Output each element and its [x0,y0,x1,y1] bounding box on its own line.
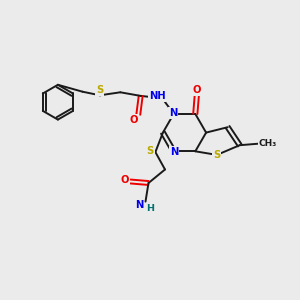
Text: N: N [169,108,177,118]
Text: N: N [135,200,143,210]
Text: S: S [147,146,154,156]
Text: NH: NH [149,92,166,101]
Text: S: S [213,150,220,160]
Text: H: H [146,204,154,213]
Text: O: O [121,175,129,185]
Text: CH₃: CH₃ [259,139,277,148]
Text: S: S [96,85,103,95]
Text: O: O [193,85,201,95]
Text: N: N [170,147,178,157]
Text: O: O [130,115,138,125]
